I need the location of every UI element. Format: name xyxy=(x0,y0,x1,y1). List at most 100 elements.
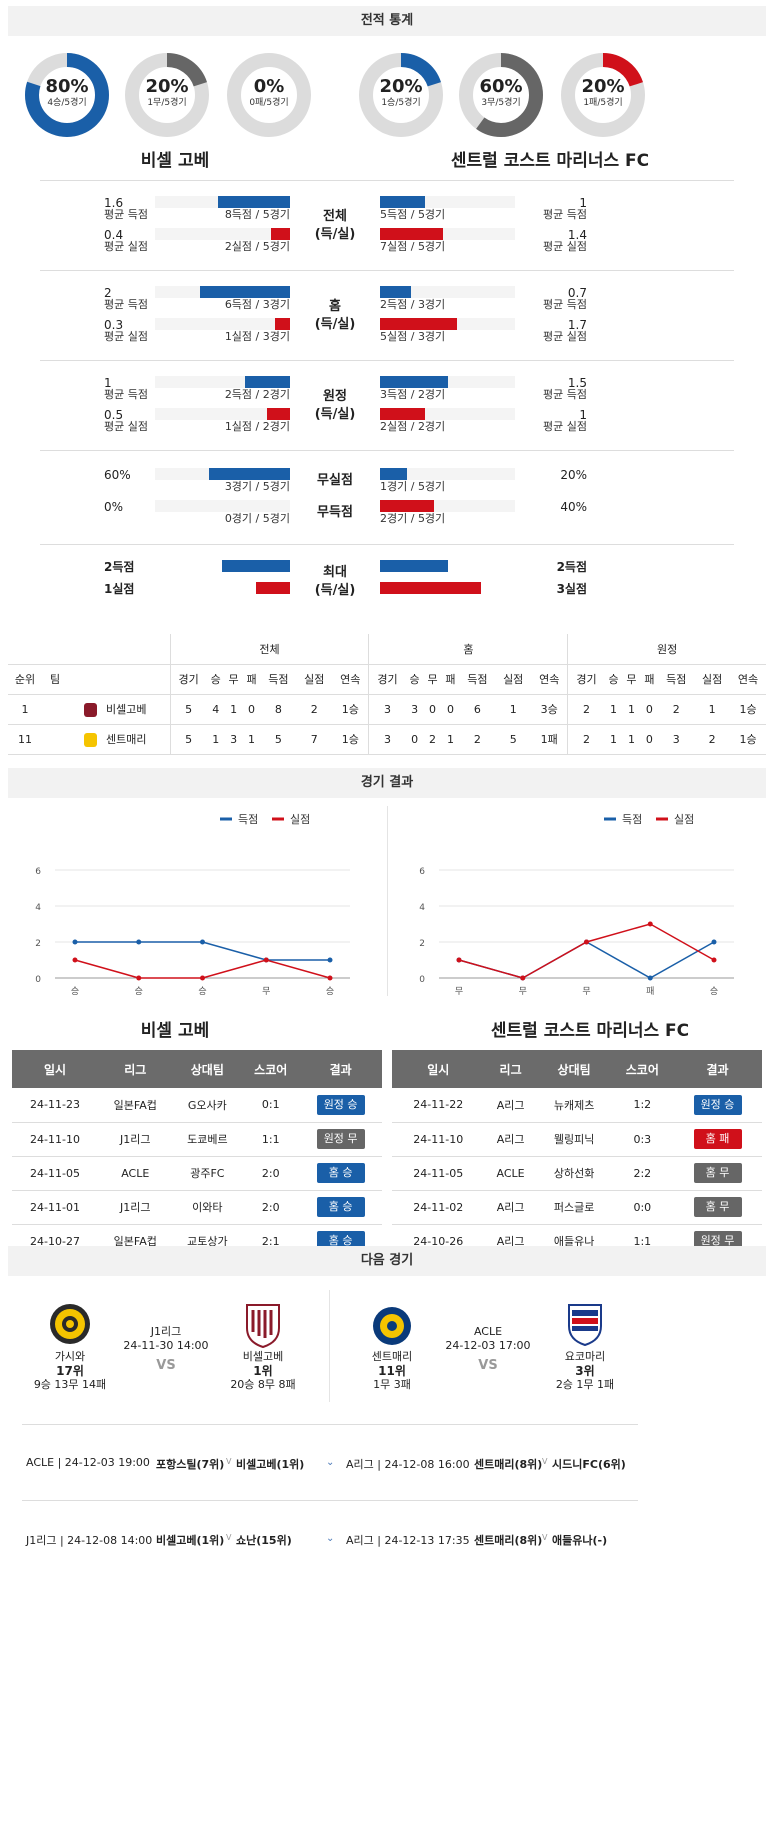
donut-percent: 20% xyxy=(145,76,189,97)
upcoming-right-team1[interactable]: 센트매리(8위) xyxy=(474,1534,543,1547)
stat-value-left: 0.4 xyxy=(104,228,124,242)
upcoming-right-info: A리그 | 24-12-08 16:00 xyxy=(346,1458,470,1471)
upcoming-left-team2[interactable]: 비셀고베(1위) xyxy=(236,1458,305,1471)
results-row[interactable]: 24-11-10 J1리그 도쿄베르 1:1 원정 무 xyxy=(12,1122,382,1157)
results-cell-score: 1:2 xyxy=(611,1088,674,1123)
donut-arc xyxy=(459,53,543,137)
donut-percent: 20% xyxy=(379,76,423,97)
standings-row[interactable]: 11 센트매리 5 1 3 1 5 7 1승 3 0 2 1 2 5 1패 2 1 1 0 3 2 1승 xyxy=(8,724,766,754)
donut-subtext: 1패/5경기 xyxy=(583,98,623,108)
section-header-stats: 전적 통계 xyxy=(8,6,766,36)
upcoming-left-team2[interactable]: 쇼난(15위) xyxy=(236,1534,292,1547)
team-cell: 센트매리 xyxy=(42,724,171,754)
results-row[interactable]: 24-11-05 ACLE 광주FC 2:0 홈 승 xyxy=(12,1156,382,1191)
stat-cell: 3 xyxy=(384,732,392,746)
y-tick-label: 4 xyxy=(35,903,41,913)
vs-small-icon: V xyxy=(542,1457,548,1466)
stat-cell: 1 xyxy=(509,702,517,716)
results-cell-result: 원정 승 xyxy=(299,1088,382,1123)
bar-left xyxy=(271,228,290,240)
stat-value-left: 2 xyxy=(104,286,112,300)
stat-label-left: 평균 실점 xyxy=(104,240,148,253)
donut-subtext: 1승/5경기 xyxy=(381,98,421,108)
series-point-1 xyxy=(584,939,589,945)
bar-track-left xyxy=(155,408,290,420)
upcoming-left-team1[interactable]: 포항스틸(7위) xyxy=(156,1458,225,1471)
yokohama-logo-icon xyxy=(568,1304,602,1346)
stat-label-right: 평균 득점 xyxy=(543,388,587,401)
away-team-title: 센트럴 코스트 마리너스 FC xyxy=(450,151,650,171)
group-header-home: 홈 xyxy=(368,634,569,664)
stat-cell: 3 xyxy=(411,702,419,716)
bar-right xyxy=(380,500,434,512)
x-tick-label: 무 xyxy=(582,986,590,997)
sub-col-header: 무 xyxy=(626,673,637,686)
upcoming-left-team1[interactable]: 비셀고베(1위) xyxy=(156,1534,225,1547)
stat-cell: 1 xyxy=(610,732,618,746)
upcoming-right-team2[interactable]: 시드니FC(6위) xyxy=(552,1458,626,1471)
category-label: 전체 (득/실) xyxy=(314,209,356,242)
results-row[interactable]: 24-11-05 ACLE 상하선화 2:2 홈 무 xyxy=(392,1156,762,1191)
bar-track-left xyxy=(155,228,290,240)
upcoming-right-team2[interactable]: 애들유나(-) xyxy=(552,1534,608,1547)
sub-col-header: 경기 xyxy=(377,673,398,686)
series-point-1 xyxy=(456,957,462,963)
results-cell-result: 홈 승 xyxy=(299,1156,382,1191)
legend-label: 득점 xyxy=(238,813,258,826)
sub-col-header: 무 xyxy=(427,673,438,686)
category-label: 무실점 xyxy=(317,473,353,488)
bar-right xyxy=(380,376,448,388)
stat-label-right: 평균 득점 xyxy=(543,298,587,311)
double-chevron-down-icon: ⌄ xyxy=(326,1533,335,1544)
y-tick-label: 4 xyxy=(419,903,425,913)
results-row[interactable]: 24-11-23 일본FA컵 G오사카 0:1 원정 승 xyxy=(12,1088,382,1123)
results-row[interactable]: 24-11-02 A리그 퍼스글로 0:0 홈 무 xyxy=(392,1190,762,1225)
results-row[interactable]: 24-11-01 J1리그 이와타 2:0 홈 승 xyxy=(12,1190,382,1225)
donut-arc xyxy=(561,53,645,137)
sub-col-header: 승 xyxy=(409,673,420,686)
standings-row[interactable]: 1 비셀고베 5 4 1 0 8 2 1승 3 3 0 0 6 1 3승 2 1 1 0 2 1 1승 xyxy=(8,694,766,724)
stat-value-left: 1.6 xyxy=(104,196,124,210)
next-right-team1: 센트매리 11위 1무 3패 xyxy=(371,1350,413,1391)
bar-right xyxy=(380,196,425,208)
stat-cell: 7 xyxy=(310,732,318,746)
results-cell-score: 1:1 xyxy=(242,1122,300,1157)
series-point-1 xyxy=(520,975,526,981)
col-team: 팀 xyxy=(42,664,171,694)
stat-value-left: 0% xyxy=(104,500,124,514)
series-point-0 xyxy=(647,975,653,981)
x-tick-label: 승 xyxy=(710,986,718,997)
results-header: 상대팀 xyxy=(172,1050,243,1088)
max-bar-left xyxy=(222,560,290,572)
x-tick-label: 승 xyxy=(135,986,143,997)
bar-track-left xyxy=(155,500,290,512)
stat-cell: 0 xyxy=(645,732,653,746)
results-cell-score: 0:1 xyxy=(242,1088,300,1123)
results-row[interactable]: 24-11-10 A리그 웰링피닉 0:3 홈 패 xyxy=(392,1122,762,1157)
results-cell-date: 24-11-05 xyxy=(12,1156,99,1191)
results-cell-date: 24-11-10 xyxy=(392,1122,485,1157)
stat-label-left: 평균 득점 xyxy=(104,208,148,221)
category-label: 원정 (득/실) xyxy=(314,389,356,422)
bar-text-left: 2득점 / 2경기 xyxy=(224,388,290,401)
stat-label-right: 평균 실점 xyxy=(543,330,587,343)
results-header: 스코어 xyxy=(242,1050,300,1088)
results-cell-opp: 상하선화 xyxy=(536,1156,612,1191)
bar-left xyxy=(209,468,290,480)
stat-value-left: 1 xyxy=(104,376,112,390)
results-cell-score: 0:3 xyxy=(611,1122,674,1157)
bar-text-left: 2실점 / 5경기 xyxy=(224,240,290,253)
series-point-1 xyxy=(200,975,205,981)
x-tick-label: 무 xyxy=(519,986,527,997)
sub-col-header: 실점 xyxy=(503,673,524,686)
series-point-0 xyxy=(711,939,717,945)
series-point-1 xyxy=(263,957,269,963)
sub-col-header: 경기 xyxy=(576,673,597,686)
series-point-1 xyxy=(647,921,653,927)
vs-small-icon: V xyxy=(226,1533,232,1542)
upcoming-right-team1[interactable]: 센트매리(8위) xyxy=(474,1458,543,1471)
bar-right xyxy=(380,318,457,330)
stat-label-right: 평균 실점 xyxy=(543,240,587,253)
results-row[interactable]: 24-11-22 A리그 뉴캐제츠 1:2 원정 승 xyxy=(392,1088,762,1123)
rank-cell: 1 xyxy=(21,702,29,716)
